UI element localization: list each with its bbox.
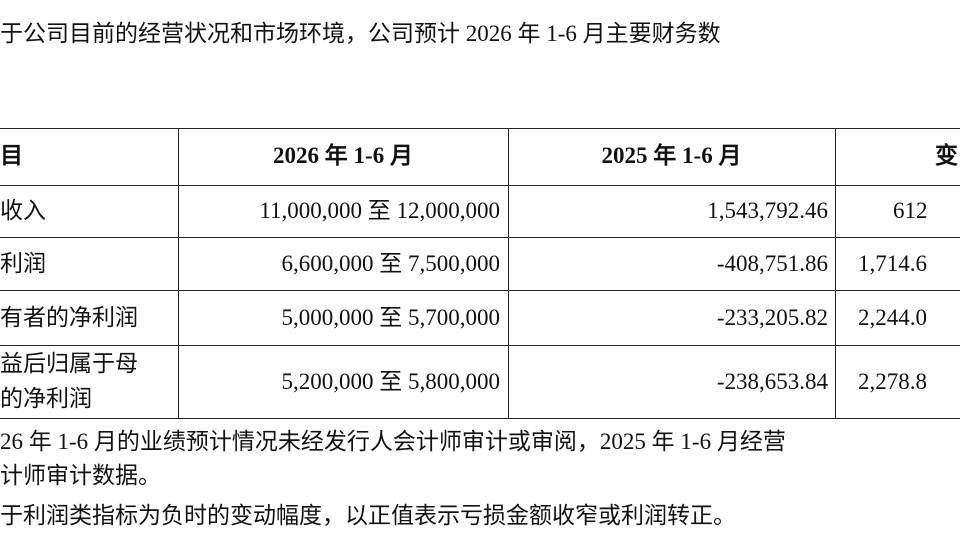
intro: 于公司目前的经营状况和市场环境，公司预计 2026 年 1-6 月主要财务数 [0,21,721,46]
note: 于利润类指标为负时的变动幅度，以正值表示亏损金额收窄或利润转正。 [0,503,736,528]
cell: 2,278.8 [858,369,927,394]
header-cell: 2025 年 1-6 月 [601,143,742,168]
rule [0,345,960,346]
cell: 6,600,000 至 7,500,000 [281,251,501,276]
cell: 利润 [0,251,46,276]
cell: -238,653.84 [716,369,828,394]
cell: 有者的净利润 [0,305,138,330]
cell: 612 [893,198,928,223]
header-cell: 变 [935,143,958,168]
note: 26 年 1-6 月的业绩预计情况未经发行人会计师审计或审阅，2025 年 1-… [0,429,786,454]
rule [178,128,179,418]
cell: 收入 [0,198,46,223]
note: 计师审计数据。 [0,463,161,488]
rule [0,237,960,238]
cell: 的净利润 [0,386,92,411]
cell: -408,751.86 [716,251,828,276]
cell: 5,000,000 至 5,700,000 [281,305,501,330]
rule [835,128,836,418]
rule [0,128,960,129]
cell: 2,244.0 [858,305,927,330]
header-cell: 目 [0,143,23,168]
rule [0,290,960,291]
cell: 益后归属于母 [0,351,138,376]
rule [508,128,509,418]
cell: 1,714.6 [858,251,927,276]
cell: -233,205.82 [716,305,828,330]
cell: 5,200,000 至 5,800,000 [281,369,501,394]
rule [0,185,960,186]
header-cell: 2026 年 1-6 月 [273,143,413,168]
cell: 1,543,792.46 [707,198,828,223]
cell: 11,000,000 至 12,000,000 [259,198,500,223]
rule [0,418,960,419]
